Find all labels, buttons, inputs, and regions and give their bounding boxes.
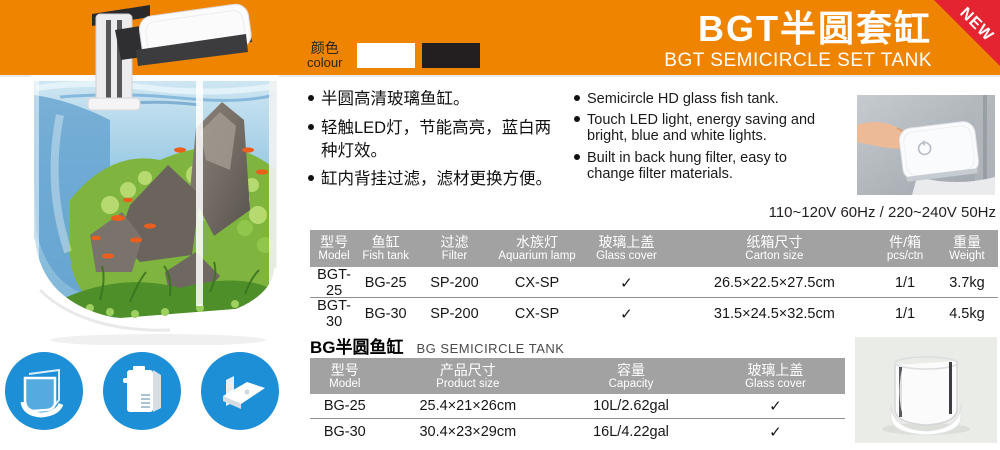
cell-carton: 31.5×24.5×32.5cm xyxy=(713,306,835,322)
column-header: 过滤 Filter xyxy=(440,234,469,263)
cell-model: BGT-30 xyxy=(317,298,351,330)
bullet-icon xyxy=(574,116,580,123)
check-icon: ✓ xyxy=(769,398,782,415)
table-row: BGT-25 BG-25 SP-200 CX-SP ✓ 26.5×22.5×27… xyxy=(310,267,998,299)
page-title-en: BGT SEMICIRCLE SET TANK xyxy=(664,50,932,72)
cell-fish-tank: BG-25 xyxy=(364,275,407,291)
section-title-en: BG SEMICIRCLE TANK xyxy=(416,341,565,356)
column-header: 水族灯 Aquarium lamp xyxy=(498,234,576,263)
cell-size: 25.4×21×26cm xyxy=(419,398,517,414)
colour-label-en: colour xyxy=(307,54,343,70)
check-icon: ✓ xyxy=(620,275,633,292)
set-table-header: 型号 Model 鱼缸 Fish tank 过滤 Filter 水族灯 Aquarium… xyxy=(310,230,998,267)
column-header: 纸箱尺寸 Carton size xyxy=(745,234,804,263)
page-title-zh: BGT半圆套缸 xyxy=(698,8,932,49)
column-header: 型号 Model xyxy=(318,234,350,263)
thumb-lamp-icon xyxy=(201,352,279,430)
cell-capacity: 16L/4.22gal xyxy=(593,423,669,440)
tank-table: 型号 Model 产品尺寸 Product size 容量 Capacity 玻璃上盖… xyxy=(310,358,845,444)
main-tank-photo xyxy=(17,3,292,345)
cell-model: BGT-25 xyxy=(317,267,351,299)
feature-text: 缸内背挂过滤，滤材更换方便。 xyxy=(321,170,552,189)
colour-label: 颜色 colour xyxy=(307,41,342,69)
feature-text: 半圆高清玻璃鱼缸。 xyxy=(321,90,470,108)
cell-model: BG-25 xyxy=(323,398,366,414)
feature-item: Built in back hung filter, easy to chang… xyxy=(574,150,820,182)
feature-list-zh: 半圆高清玻璃鱼缸。 轻触LED灯，节能高亮，蓝白两种灯效。 缸内背挂过滤，滤材更… xyxy=(308,88,564,197)
cell-carton: 26.5×22.5×27.5cm xyxy=(713,275,835,291)
column-header: 型号 Model xyxy=(329,361,361,390)
column-header: 玻璃上盖 Glass cover xyxy=(596,234,657,263)
feature-item: Semicircle HD glass fish tank. xyxy=(574,91,820,107)
cell-lamp: CX-SP xyxy=(514,306,560,322)
column-header: 件/箱 pcs/ctn xyxy=(886,234,924,263)
bullet-icon xyxy=(574,95,580,101)
bullet-icon xyxy=(574,153,580,160)
bullet-icon xyxy=(308,175,314,182)
column-header: 容量 Capacity xyxy=(608,361,654,390)
feature-text: Semicircle HD glass fish tank. xyxy=(587,91,779,107)
thumb-filter-icon xyxy=(103,352,181,430)
table-row: BGT-30 BG-30 SP-200 CX-SP ✓ 31.5×24.5×32… xyxy=(310,298,998,330)
feature-item: 半圆高清玻璃鱼缸。 xyxy=(308,88,564,111)
feature-text: Built in back hung filter, easy to chang… xyxy=(587,149,787,182)
colour-options: 颜色 colour xyxy=(307,41,481,69)
new-ribbon xyxy=(934,0,1000,66)
bullet-icon xyxy=(308,95,314,101)
cell-filter: SP-200 xyxy=(430,275,479,291)
check-icon: ✓ xyxy=(620,306,633,323)
feature-text: 轻触LED灯，节能高亮，蓝白两种灯效。 xyxy=(321,118,552,160)
feature-list-en: Semicircle HD glass fish tank. Touch LED… xyxy=(574,91,820,187)
empty-tank-photo xyxy=(855,337,997,443)
section-title-zh: BG半圆鱼缸 xyxy=(310,338,404,357)
cell-weight: 3.7kg xyxy=(949,275,985,291)
colour-label-zh: 颜色 xyxy=(310,40,339,56)
column-header: 产品尺寸 Product size xyxy=(436,361,500,390)
set-tank-table: 型号 Model 鱼缸 Fish tank 过滤 Filter 水族灯 Aquarium… xyxy=(310,230,998,330)
table-row: BG-30 30.4×23×29cm 16L/4.22gal ✓ xyxy=(310,419,845,444)
bullet-icon xyxy=(308,123,314,130)
cell-filter: SP-200 xyxy=(430,306,479,322)
column-header: 玻璃上盖 Glass cover xyxy=(745,361,806,390)
touch-led-photo xyxy=(857,95,995,195)
table-row: BG-25 25.4×21×26cm 10L/2.62gal ✓ xyxy=(310,394,845,419)
colour-swatch-black xyxy=(422,42,481,68)
tank-section-title: BG半圆鱼缸 BG SEMICIRCLE TANK xyxy=(310,333,564,358)
feature-item: 缸内背挂过滤，滤材更换方便。 xyxy=(308,168,564,191)
page-title: BGT半圆套缸 BGT SEMICIRCLE SET TANK xyxy=(664,8,932,72)
feature-item: Touch LED light, energy saving and brigh… xyxy=(574,112,820,144)
thumb-tank-icon xyxy=(5,352,83,430)
voltage-spec: 110~120V 60Hz / 220~240V 50Hz xyxy=(768,204,996,221)
column-header: 重量 Weight xyxy=(949,234,985,263)
colour-swatch-white xyxy=(357,42,416,68)
check-icon: ✓ xyxy=(769,423,782,441)
cell-size: 30.4×23×29cm xyxy=(419,423,517,440)
cell-pcs: 1/1 xyxy=(894,306,916,322)
cell-model: BG-30 xyxy=(323,423,366,440)
feature-text: Touch LED light, energy saving and brigh… xyxy=(587,112,816,145)
cell-fish-tank: BG-30 xyxy=(364,306,407,322)
tank-table-header: 型号 Model 产品尺寸 Product size 容量 Capacity 玻璃上盖… xyxy=(310,358,845,394)
cell-pcs: 1/1 xyxy=(894,275,916,291)
cell-capacity: 10L/2.62gal xyxy=(593,398,669,414)
feature-item: 轻触LED灯，节能高亮，蓝白两种灯效。 xyxy=(308,117,564,163)
cell-weight: 4.5kg xyxy=(949,306,985,322)
cell-lamp: CX-SP xyxy=(514,275,560,291)
column-header: 鱼缸 Fish tank xyxy=(362,234,409,263)
